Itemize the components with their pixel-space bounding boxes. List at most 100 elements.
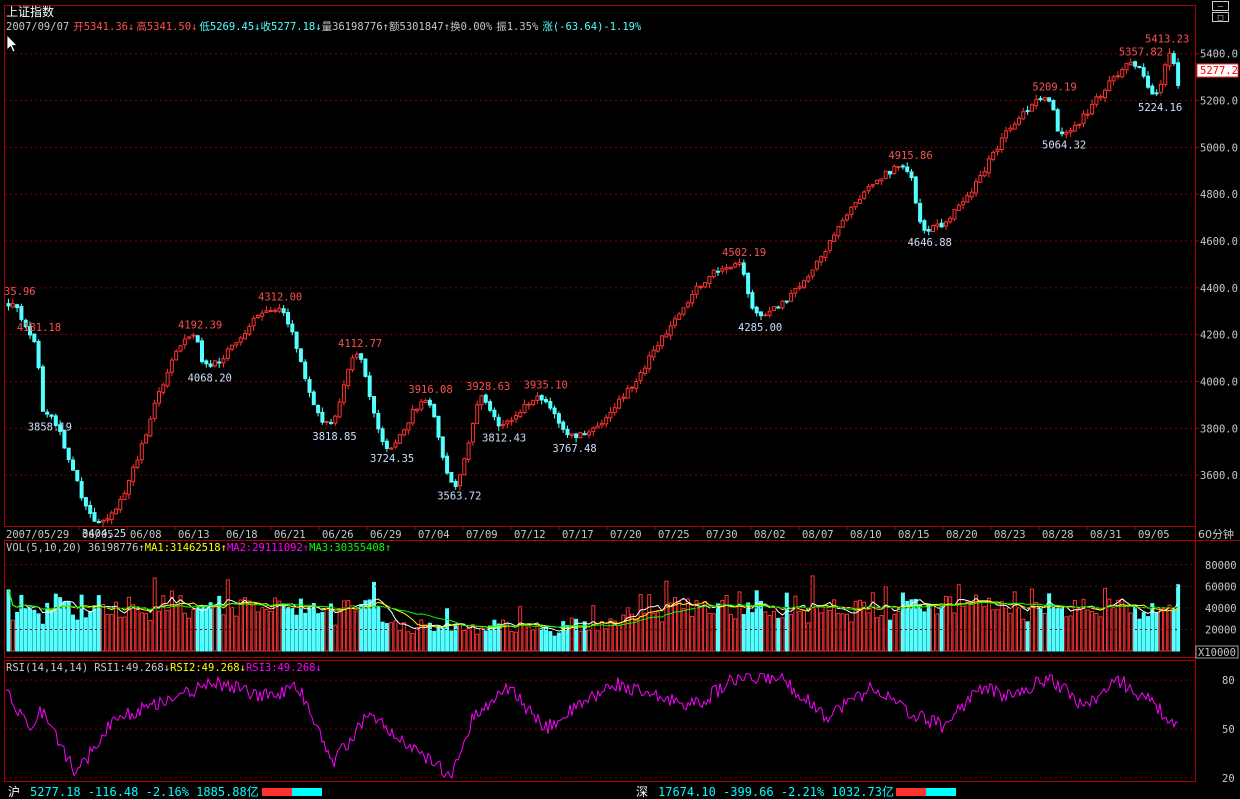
- volume-bar: [423, 624, 428, 652]
- candle-body: [526, 403, 531, 406]
- volume-bar: [565, 625, 570, 652]
- volume-bar: [178, 595, 183, 652]
- volume-bar: [819, 612, 824, 652]
- volume-bar: [660, 621, 665, 652]
- status-sz-text: 17674.10 -399.66 -2.21% 1032.73亿: [658, 785, 894, 799]
- volume-ma-lines: [8, 589, 1179, 632]
- rsi2-label: RSI2:49.268: [170, 662, 240, 674]
- volume-bar: [157, 610, 161, 652]
- status-sz-label: 深: [636, 785, 649, 799]
- volume-bar: [604, 628, 609, 652]
- date-axis-label: 07/20: [610, 529, 642, 541]
- volume-bar: [1072, 599, 1077, 652]
- candle-body: [763, 314, 768, 317]
- volume-bar: [204, 605, 209, 652]
- candle-body: [225, 348, 230, 359]
- candle-body: [157, 391, 161, 404]
- volume-bar: [1047, 593, 1052, 652]
- volume-bar: [1107, 598, 1112, 652]
- candle-body: [638, 371, 643, 381]
- date-axis-label: 08/31: [1090, 529, 1122, 541]
- volume-bar: [311, 603, 316, 652]
- volume-bar: [862, 601, 867, 652]
- candle-body: [243, 332, 247, 340]
- candle-body: [337, 401, 342, 418]
- volume-bar: [694, 600, 699, 652]
- info-open-label: 开: [73, 21, 84, 33]
- window-restore-button[interactable]: □: [1212, 12, 1229, 23]
- candle-body: [591, 427, 596, 433]
- date-axis-label: 2007/05/29: [6, 529, 69, 541]
- volume-bar: [169, 590, 174, 652]
- volume-bar: [642, 612, 647, 652]
- candle-body: [513, 414, 518, 420]
- candle-body: [165, 372, 170, 387]
- candle-body: [711, 269, 716, 278]
- candle-body: [1029, 104, 1034, 112]
- candle-body: [23, 319, 28, 328]
- candle-body: [247, 325, 252, 335]
- volume-bar: [389, 622, 394, 652]
- candle-body: [221, 358, 226, 364]
- price-axis-label: 4200.0: [1200, 330, 1238, 342]
- info-high-label: 高: [136, 20, 147, 33]
- candle-body: [393, 442, 398, 448]
- volume-bar: [995, 609, 1000, 652]
- volume-bar: [139, 612, 144, 652]
- candle-body: [62, 429, 67, 449]
- candle-body: [169, 359, 174, 373]
- volume-bar: [1081, 598, 1086, 652]
- volume-bar: [556, 632, 561, 652]
- candle-body: [582, 433, 587, 436]
- volume-bar: [1111, 607, 1116, 652]
- volume-bar: [75, 619, 80, 652]
- candle-body: [402, 429, 407, 436]
- volume-bar: [1025, 621, 1030, 652]
- volume-bar: [131, 604, 136, 652]
- volume-bar: [79, 594, 84, 652]
- volume-bar: [716, 603, 720, 652]
- candle-body: [445, 455, 450, 474]
- candle-body: [286, 312, 290, 325]
- volume-bar: [1085, 609, 1090, 652]
- candle-body: [195, 335, 200, 343]
- candle-body: [832, 234, 837, 242]
- volume-bar: [900, 592, 905, 652]
- volume-bar: [892, 613, 897, 652]
- volume-bar: [832, 599, 837, 652]
- volume-bar: [200, 605, 204, 652]
- candle-body: [612, 407, 617, 414]
- volume-bar: [845, 613, 849, 652]
- low-annotation: 3858.19: [28, 422, 72, 434]
- volume-bar: [1090, 611, 1095, 652]
- candle-body: [978, 175, 983, 183]
- volume-series: [6, 575, 1181, 652]
- volume-bar: [780, 617, 785, 652]
- candle-body: [187, 336, 192, 339]
- candle-body: [569, 433, 574, 436]
- candle-body: [389, 447, 394, 450]
- info-amplitude-label: 振: [496, 20, 507, 33]
- volume-bar: [126, 596, 131, 652]
- date-axis-label: 08/02: [754, 529, 786, 541]
- volume-bar: [513, 631, 518, 652]
- candle-body: [1150, 85, 1155, 95]
- high-annotation: 4112.77: [338, 338, 382, 350]
- price-axis-label: 5000.0: [1200, 142, 1238, 154]
- candle-body: [849, 206, 854, 216]
- candle-body: [952, 209, 957, 220]
- status-bar: 沪 5277.18 -116.48 -2.16% 1885.88亿 深 1767…: [0, 786, 1240, 798]
- volume-bar: [161, 595, 166, 652]
- candle-body: [277, 307, 282, 312]
- candle-body: [827, 239, 832, 251]
- volume-bar: [92, 605, 97, 652]
- volume-bar: [720, 599, 725, 652]
- window-minimize-button[interactable]: —: [1212, 1, 1229, 12]
- candle-body: [819, 256, 824, 263]
- volume-bar: [316, 613, 321, 652]
- volume-bar: [277, 600, 282, 652]
- candle-body: [922, 220, 927, 231]
- candle-body: [595, 425, 600, 429]
- candle-body: [522, 403, 527, 414]
